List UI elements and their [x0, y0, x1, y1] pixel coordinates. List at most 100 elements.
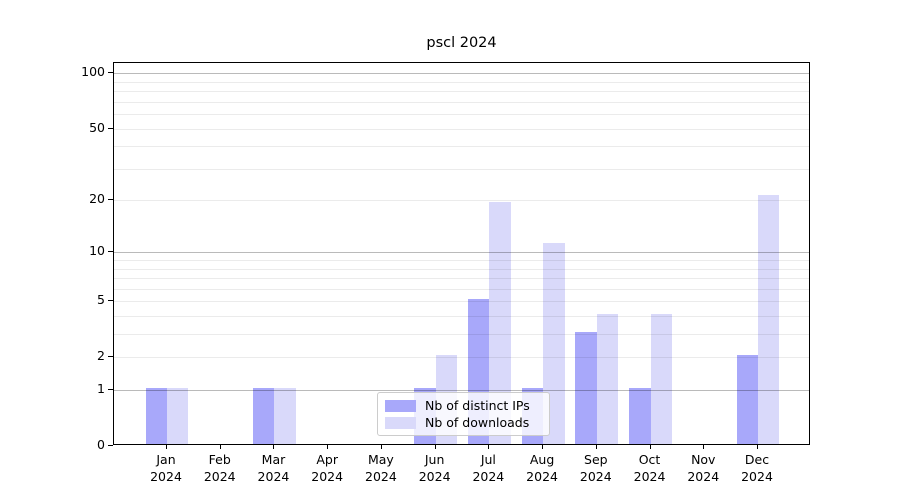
plot-area	[113, 62, 810, 445]
x-tick-label: Jul 2024	[456, 452, 520, 485]
x-tick-month: Feb	[208, 452, 231, 467]
bar-distinct-ips	[252, 388, 275, 444]
x-tick-mark	[273, 445, 275, 449]
x-tick-year: 2024	[150, 468, 182, 484]
x-tick-mark	[327, 445, 329, 449]
y-tick-mark	[108, 389, 113, 391]
x-tick-label: Oct 2024	[618, 452, 682, 485]
x-tick-mark	[757, 445, 758, 449]
legend-entry-distinct-ips: Nb of distinct IPs	[385, 398, 542, 413]
x-tick-label: Jun 2024	[403, 452, 467, 485]
x-tick-label: Sep 2024	[564, 452, 628, 485]
x-tick-month: Apr	[316, 452, 338, 467]
x-tick-mark	[703, 445, 705, 449]
x-tick-month: Sep	[584, 452, 608, 467]
x-tick-month: Mar	[261, 452, 286, 467]
bar-downloads	[274, 388, 296, 444]
x-tick-month: Aug	[529, 452, 555, 467]
legend-label-distinct-ips: Nb of distinct IPs	[425, 398, 530, 413]
grid-line-major	[114, 73, 809, 75]
legend: Nb of distinct IPs Nb of downloads	[377, 392, 550, 436]
y-tick-label: 20	[89, 191, 105, 207]
bar-downloads	[650, 314, 673, 444]
y-tick-mark	[108, 199, 113, 201]
y-tick-label: 50	[89, 119, 105, 135]
x-tick-month: Jan	[156, 452, 176, 467]
grid-line-minor	[114, 268, 809, 270]
grid-line-minor	[114, 91, 809, 93]
grid-line-minor	[114, 200, 809, 202]
y-tick-label: 100	[81, 64, 105, 80]
x-tick-mark	[488, 445, 490, 449]
grid-line-minor	[114, 260, 809, 262]
x-tick-month: May	[367, 452, 394, 467]
bar-distinct-ips	[145, 388, 167, 444]
legend-swatch-distinct-ips	[385, 399, 416, 412]
y-tick-mark	[108, 127, 113, 129]
grid-line-minor	[114, 357, 809, 359]
x-tick-year: 2024	[526, 468, 558, 484]
grid-line-minor	[114, 114, 809, 116]
x-tick-mark	[542, 445, 544, 449]
y-tick-label: 5	[97, 292, 105, 308]
x-tick-month: Nov	[691, 452, 716, 467]
x-tick-label: Feb 2024	[188, 452, 252, 485]
x-tick-month: Jun	[424, 452, 445, 467]
x-tick-year: 2024	[579, 468, 612, 484]
y-tick-label: 2	[97, 348, 105, 364]
x-tick-month: Dec	[744, 452, 770, 467]
x-tick-label: May 2024	[349, 452, 413, 485]
grid-line-minor	[114, 101, 809, 103]
x-tick-label: Aug 2024	[510, 452, 574, 485]
x-tick-label: Nov 2024	[671, 452, 735, 485]
bar-distinct-ips	[736, 355, 758, 444]
x-tick-year: 2024	[633, 468, 666, 484]
x-tick-mark	[649, 445, 651, 449]
x-tick-label: Mar 2024	[241, 452, 305, 485]
y-tick-mark	[108, 251, 113, 253]
y-tick-mark	[108, 356, 113, 358]
x-tick-label: Dec 2024	[725, 452, 789, 485]
grid-line-minor	[114, 316, 809, 318]
x-tick-month: Oct	[638, 452, 661, 467]
x-tick-year: 2024	[472, 468, 505, 484]
grid-line-minor	[114, 81, 809, 83]
chart-title: pscl 2024	[426, 35, 497, 51]
x-tick-year: 2024	[365, 468, 397, 484]
grid-line-minor	[114, 168, 809, 170]
bar-downloads	[167, 388, 189, 444]
x-tick-year: 2024	[203, 468, 236, 484]
legend-entry-downloads: Nb of downloads	[385, 415, 542, 430]
x-tick-month: Jul	[480, 452, 496, 467]
grid-line-major	[114, 252, 809, 254]
x-tick-label: Jan 2024	[134, 452, 198, 485]
grid-line-minor	[114, 128, 809, 130]
x-tick-mark	[166, 445, 167, 449]
grid-line-major	[114, 390, 809, 392]
bar-downloads	[758, 194, 780, 444]
legend-label-downloads: Nb of downloads	[425, 415, 530, 430]
bar-downloads	[489, 202, 511, 444]
y-tick-label: 0	[97, 437, 105, 452]
x-tick-year: 2024	[257, 468, 290, 484]
x-tick-mark	[434, 445, 436, 449]
y-tick-mark	[108, 300, 113, 302]
y-tick-mark	[108, 72, 113, 74]
grid-line-minor	[114, 146, 809, 148]
bar-downloads	[596, 314, 619, 444]
x-tick-mark	[219, 445, 221, 449]
x-tick-label: Apr 2024	[295, 452, 359, 485]
x-tick-year: 2024	[687, 468, 720, 484]
x-tick-year: 2024	[741, 468, 773, 484]
bar-distinct-ips	[629, 388, 651, 444]
grid-line-minor	[114, 278, 809, 280]
x-tick-mark	[595, 445, 597, 449]
y-tick-label: 1	[97, 381, 105, 397]
grid-line-minor	[114, 334, 809, 336]
x-tick-mark	[380, 445, 382, 449]
grid-line-minor	[114, 301, 809, 303]
grid-line-minor	[114, 288, 809, 290]
x-tick-year: 2024	[418, 468, 451, 484]
legend-swatch-downloads	[385, 416, 416, 429]
